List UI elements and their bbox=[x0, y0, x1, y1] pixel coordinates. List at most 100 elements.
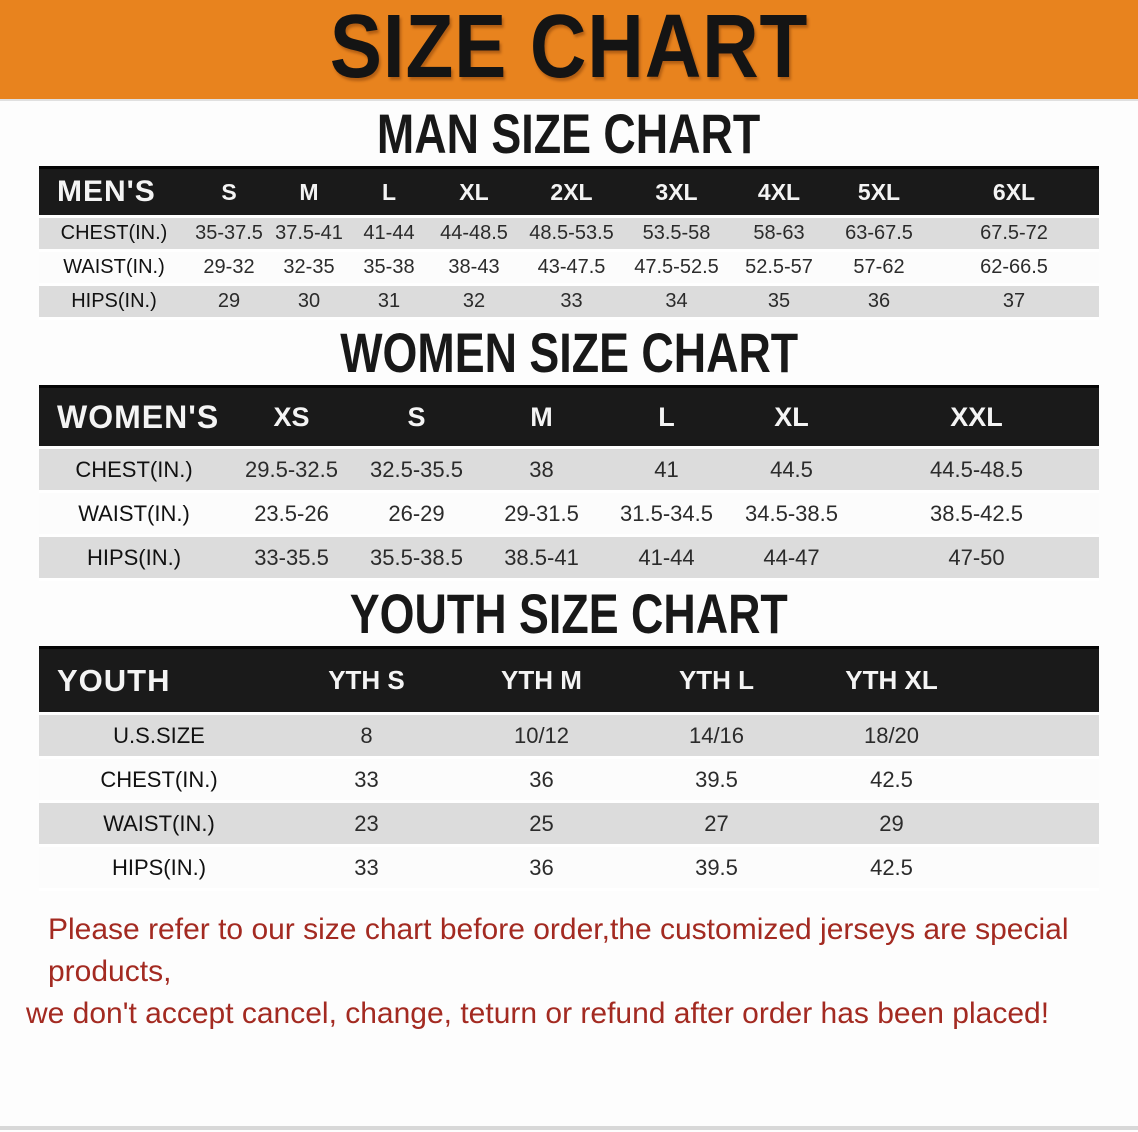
column-header: XS bbox=[229, 385, 354, 449]
row-label: U.S.SIZE bbox=[39, 713, 279, 759]
cell: 53.5-58 bbox=[624, 216, 729, 252]
section-men: MAN SIZE CHART MEN'S S M L XL 2XL 3XL 4X… bbox=[0, 101, 1138, 320]
cell: 36 bbox=[454, 757, 629, 803]
row-label: WAIST(IN.) bbox=[39, 491, 229, 537]
cell: 29-32 bbox=[189, 250, 269, 286]
table-row: CHEST(IN.) 35-37.5 37.5-41 41-44 44-48.5… bbox=[39, 216, 1099, 252]
cell: 23.5-26 bbox=[229, 491, 354, 537]
cell: 23 bbox=[279, 801, 454, 847]
cell: 35-38 bbox=[349, 250, 429, 286]
women-corner-label: WOMEN'S bbox=[39, 385, 229, 449]
youth-size-table: YOUTH YTH S YTH M YTH L YTH XL U.S.SIZE … bbox=[39, 646, 1099, 891]
cell: 47-50 bbox=[854, 535, 1099, 581]
column-header: 2XL bbox=[519, 166, 624, 218]
cell: 62-66.5 bbox=[929, 250, 1099, 286]
row-label: CHEST(IN.) bbox=[39, 216, 189, 252]
section-women: WOMEN SIZE CHART WOMEN'S XS S M L XL XXL… bbox=[0, 320, 1138, 581]
cell: 41 bbox=[604, 447, 729, 493]
column-header: XL bbox=[429, 166, 519, 218]
cell: 39.5 bbox=[629, 757, 804, 803]
cell: 63-67.5 bbox=[829, 216, 929, 252]
row-label: CHEST(IN.) bbox=[39, 757, 279, 803]
cell: 34 bbox=[624, 284, 729, 320]
disclaimer-line-2: we don't accept cancel, change, teturn o… bbox=[26, 997, 1050, 1030]
cell: 44-48.5 bbox=[429, 216, 519, 252]
cell: 29 bbox=[804, 801, 979, 847]
column-header: L bbox=[349, 166, 429, 218]
cell: 36 bbox=[454, 845, 629, 891]
cell: 26-29 bbox=[354, 491, 479, 537]
banner-title: SIZE CHART bbox=[329, 0, 809, 97]
column-header: YTH M bbox=[454, 646, 629, 715]
cell: 35.5-38.5 bbox=[354, 535, 479, 581]
row-label: CHEST(IN.) bbox=[39, 447, 229, 493]
cell: 33 bbox=[519, 284, 624, 320]
cell: 32-35 bbox=[269, 250, 349, 286]
cell: 27 bbox=[629, 801, 804, 847]
table-row: HIPS(IN.) 29 30 31 32 33 34 35 36 37 bbox=[39, 284, 1099, 320]
cell: 38-43 bbox=[429, 250, 519, 286]
spacer-cell bbox=[979, 757, 1099, 803]
table-row: CHEST(IN.) 33 36 39.5 42.5 bbox=[39, 757, 1099, 803]
cell: 48.5-53.5 bbox=[519, 216, 624, 252]
section-youth: YOUTH SIZE CHART YOUTH YTH S YTH M YTH L… bbox=[0, 581, 1138, 891]
disclaimer-line-1: Please refer to our size chart before or… bbox=[48, 913, 1069, 988]
men-heading: MAN SIZE CHART bbox=[0, 101, 1138, 166]
cell: 32.5-35.5 bbox=[354, 447, 479, 493]
cell: 35-37.5 bbox=[189, 216, 269, 252]
men-heading-text: MAN SIZE CHART bbox=[377, 102, 761, 165]
table-row: HIPS(IN.) 33 36 39.5 42.5 bbox=[39, 845, 1099, 891]
table-row: U.S.SIZE 8 10/12 14/16 18/20 bbox=[39, 713, 1099, 759]
column-header: XXL bbox=[854, 385, 1099, 449]
table-row: WAIST(IN.) 23.5-26 26-29 29-31.5 31.5-34… bbox=[39, 491, 1099, 537]
cell: 29.5-32.5 bbox=[229, 447, 354, 493]
cell: 37.5-41 bbox=[269, 216, 349, 252]
column-header: S bbox=[189, 166, 269, 218]
cell: 42.5 bbox=[804, 757, 979, 803]
men-corner-label: MEN'S bbox=[39, 166, 189, 218]
cell: 47.5-52.5 bbox=[624, 250, 729, 286]
men-size-table: MEN'S S M L XL 2XL 3XL 4XL 5XL 6XL CHEST… bbox=[39, 166, 1099, 320]
cell: 39.5 bbox=[629, 845, 804, 891]
cell: 33 bbox=[279, 757, 454, 803]
column-header: 5XL bbox=[829, 166, 929, 218]
table-row: HIPS(IN.) 33-35.5 35.5-38.5 38.5-41 41-4… bbox=[39, 535, 1099, 581]
spacer-cell bbox=[979, 801, 1099, 847]
youth-heading-text: YOUTH SIZE CHART bbox=[349, 582, 789, 645]
spacer-cell bbox=[979, 845, 1099, 891]
cell: 30 bbox=[269, 284, 349, 320]
column-header: M bbox=[479, 385, 604, 449]
cell: 35 bbox=[729, 284, 829, 320]
cell: 52.5-57 bbox=[729, 250, 829, 286]
youth-header-row: YOUTH YTH S YTH M YTH L YTH XL bbox=[39, 646, 1099, 715]
column-header: YTH S bbox=[279, 646, 454, 715]
table-row: WAIST(IN.) 23 25 27 29 bbox=[39, 801, 1099, 847]
cell: 44-47 bbox=[729, 535, 854, 581]
cell: 57-62 bbox=[829, 250, 929, 286]
column-header: YTH L bbox=[629, 646, 804, 715]
column-header: L bbox=[604, 385, 729, 449]
spacer-cell bbox=[979, 713, 1099, 759]
column-header: XL bbox=[729, 385, 854, 449]
cell: 42.5 bbox=[804, 845, 979, 891]
cell: 14/16 bbox=[629, 713, 804, 759]
spacer-cell bbox=[979, 646, 1099, 715]
cell: 31 bbox=[349, 284, 429, 320]
cell: 33-35.5 bbox=[229, 535, 354, 581]
cell: 29 bbox=[189, 284, 269, 320]
youth-corner-label: YOUTH bbox=[39, 646, 279, 715]
row-label: WAIST(IN.) bbox=[39, 250, 189, 286]
column-header: 3XL bbox=[624, 166, 729, 218]
row-label: HIPS(IN.) bbox=[39, 535, 229, 581]
youth-heading: YOUTH SIZE CHART bbox=[0, 581, 1138, 646]
disclaimer: Please refer to our size chart before or… bbox=[0, 909, 1138, 1035]
cell: 67.5-72 bbox=[929, 216, 1099, 252]
cell: 18/20 bbox=[804, 713, 979, 759]
cell: 37 bbox=[929, 284, 1099, 320]
column-header: S bbox=[354, 385, 479, 449]
cell: 41-44 bbox=[349, 216, 429, 252]
cell: 41-44 bbox=[604, 535, 729, 581]
cell: 38 bbox=[479, 447, 604, 493]
cell: 8 bbox=[279, 713, 454, 759]
row-label: HIPS(IN.) bbox=[39, 284, 189, 320]
